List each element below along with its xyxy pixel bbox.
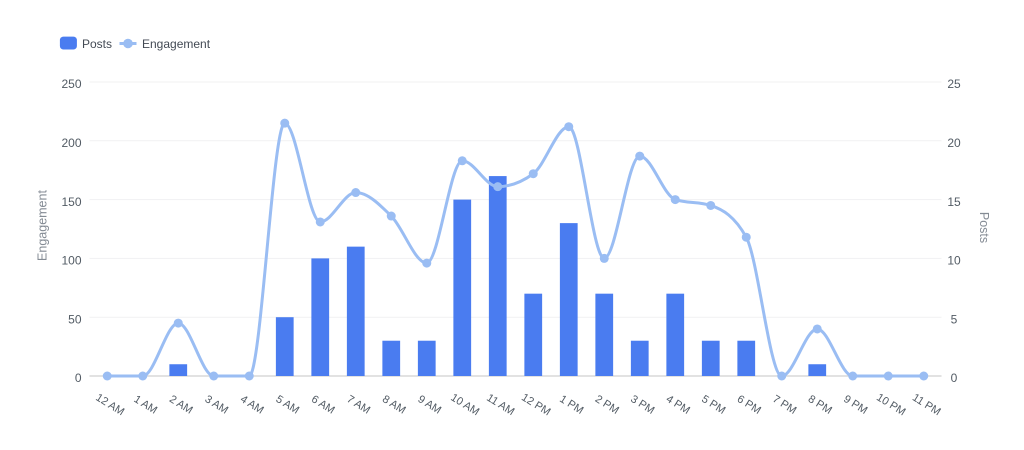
- svg-text:50: 50: [68, 312, 82, 326]
- svg-text:Engagement: Engagement: [36, 190, 50, 261]
- svg-text:0: 0: [951, 371, 958, 385]
- svg-text:15: 15: [947, 195, 961, 209]
- svg-text:Posts: Posts: [82, 37, 112, 51]
- svg-text:10: 10: [947, 254, 961, 268]
- svg-text:Posts: Posts: [977, 212, 991, 243]
- svg-text:0: 0: [75, 371, 82, 385]
- svg-text:5: 5: [951, 312, 958, 326]
- svg-text:250: 250: [61, 77, 81, 91]
- svg-text:Engagement: Engagement: [142, 37, 211, 51]
- svg-text:200: 200: [61, 136, 81, 150]
- svg-text:100: 100: [61, 254, 81, 268]
- svg-text:25: 25: [947, 77, 961, 91]
- svg-text:20: 20: [947, 136, 961, 150]
- svg-text:150: 150: [61, 195, 81, 209]
